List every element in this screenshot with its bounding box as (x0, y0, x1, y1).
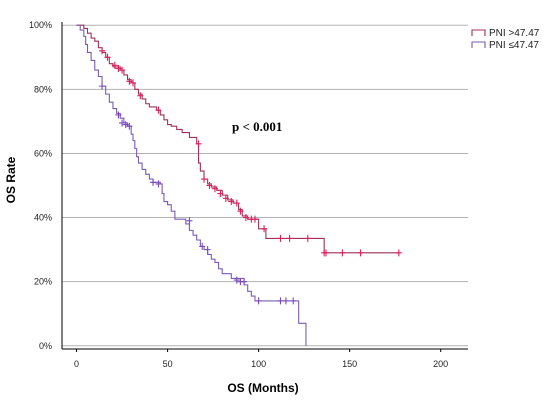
censor-mark (126, 77, 133, 85)
censor-mark (217, 190, 224, 198)
censor-mark (237, 207, 244, 215)
censor-mark (201, 175, 208, 183)
y-tick-label: 0% (39, 341, 52, 351)
censor-mark (222, 194, 229, 202)
censor-mark (119, 66, 126, 74)
censor-mark (195, 140, 202, 148)
y-axis-title: OS Rate (4, 156, 18, 203)
censor-mark (122, 121, 129, 129)
censor-mark (357, 249, 364, 257)
y-tick-label: 40% (34, 213, 52, 223)
tick-labels: 0% 20% 40% 60% 80% 100% 0 50 100 150 200 (29, 20, 448, 369)
censor-mark (155, 180, 162, 188)
censor-mark (204, 246, 211, 254)
y-tick-label: 100% (29, 20, 52, 30)
censor-mark (111, 61, 118, 69)
censor-mark (99, 47, 106, 55)
censor-mark (261, 225, 268, 233)
censor-mark (233, 199, 240, 207)
x-axis-title: OS (Months) (227, 381, 298, 395)
censor-mark (290, 297, 297, 305)
x-tick-label: 150 (342, 359, 357, 369)
legend-label: PNI ≤47.47 (489, 40, 539, 51)
axes (61, 22, 468, 352)
censor-mark (282, 297, 289, 305)
censor-mark (130, 79, 137, 87)
censor-mark (211, 185, 218, 193)
x-tick-label: 100 (251, 359, 266, 369)
p-value-annotation: p < 0.001 (232, 119, 282, 134)
censor-mark (251, 215, 258, 223)
censor-mark (155, 106, 162, 114)
y-tick-label: 80% (34, 84, 52, 94)
censor-mark (199, 242, 206, 250)
censor-mark (339, 249, 346, 257)
legend-entry: PNI >47.47 (471, 28, 540, 39)
y-tick-label: 20% (34, 277, 52, 287)
x-tick-label: 0 (74, 359, 79, 369)
legend-swatch (471, 41, 486, 48)
censor-mark (115, 111, 122, 119)
censor-mark (277, 234, 284, 242)
censor-mark (395, 249, 402, 257)
grid-lines (62, 24, 468, 347)
censor-mark (126, 122, 133, 130)
censor-mark (255, 297, 262, 305)
censor-mark (304, 234, 311, 242)
censor-mark (115, 64, 122, 72)
legend-swatch (471, 29, 486, 36)
survival-curves (76, 24, 399, 346)
legend-label: PNI >47.47 (489, 28, 540, 39)
censor-mark (241, 278, 248, 286)
censor-mark (206, 182, 213, 189)
survival-curve-high-pni (76, 24, 399, 254)
censor-mark (322, 249, 329, 257)
censor-mark (233, 276, 240, 284)
censor-mark (150, 178, 157, 186)
x-tick-label: 50 (163, 359, 173, 369)
censor-marks (99, 47, 402, 305)
survival-curve-low-pni (76, 24, 307, 346)
censor-mark (242, 214, 249, 222)
censor-mark (286, 234, 293, 242)
censor-mark (277, 297, 284, 305)
legend-entry: PNI ≤47.47 (471, 40, 539, 51)
censor-mark (137, 92, 144, 100)
y-tick-label: 60% (34, 148, 52, 158)
censor-mark (104, 53, 111, 61)
censor-mark (186, 217, 193, 225)
censor-mark (99, 82, 106, 90)
censor-mark (228, 198, 235, 206)
censor-mark (119, 119, 126, 127)
x-tick-label: 200 (433, 359, 448, 369)
